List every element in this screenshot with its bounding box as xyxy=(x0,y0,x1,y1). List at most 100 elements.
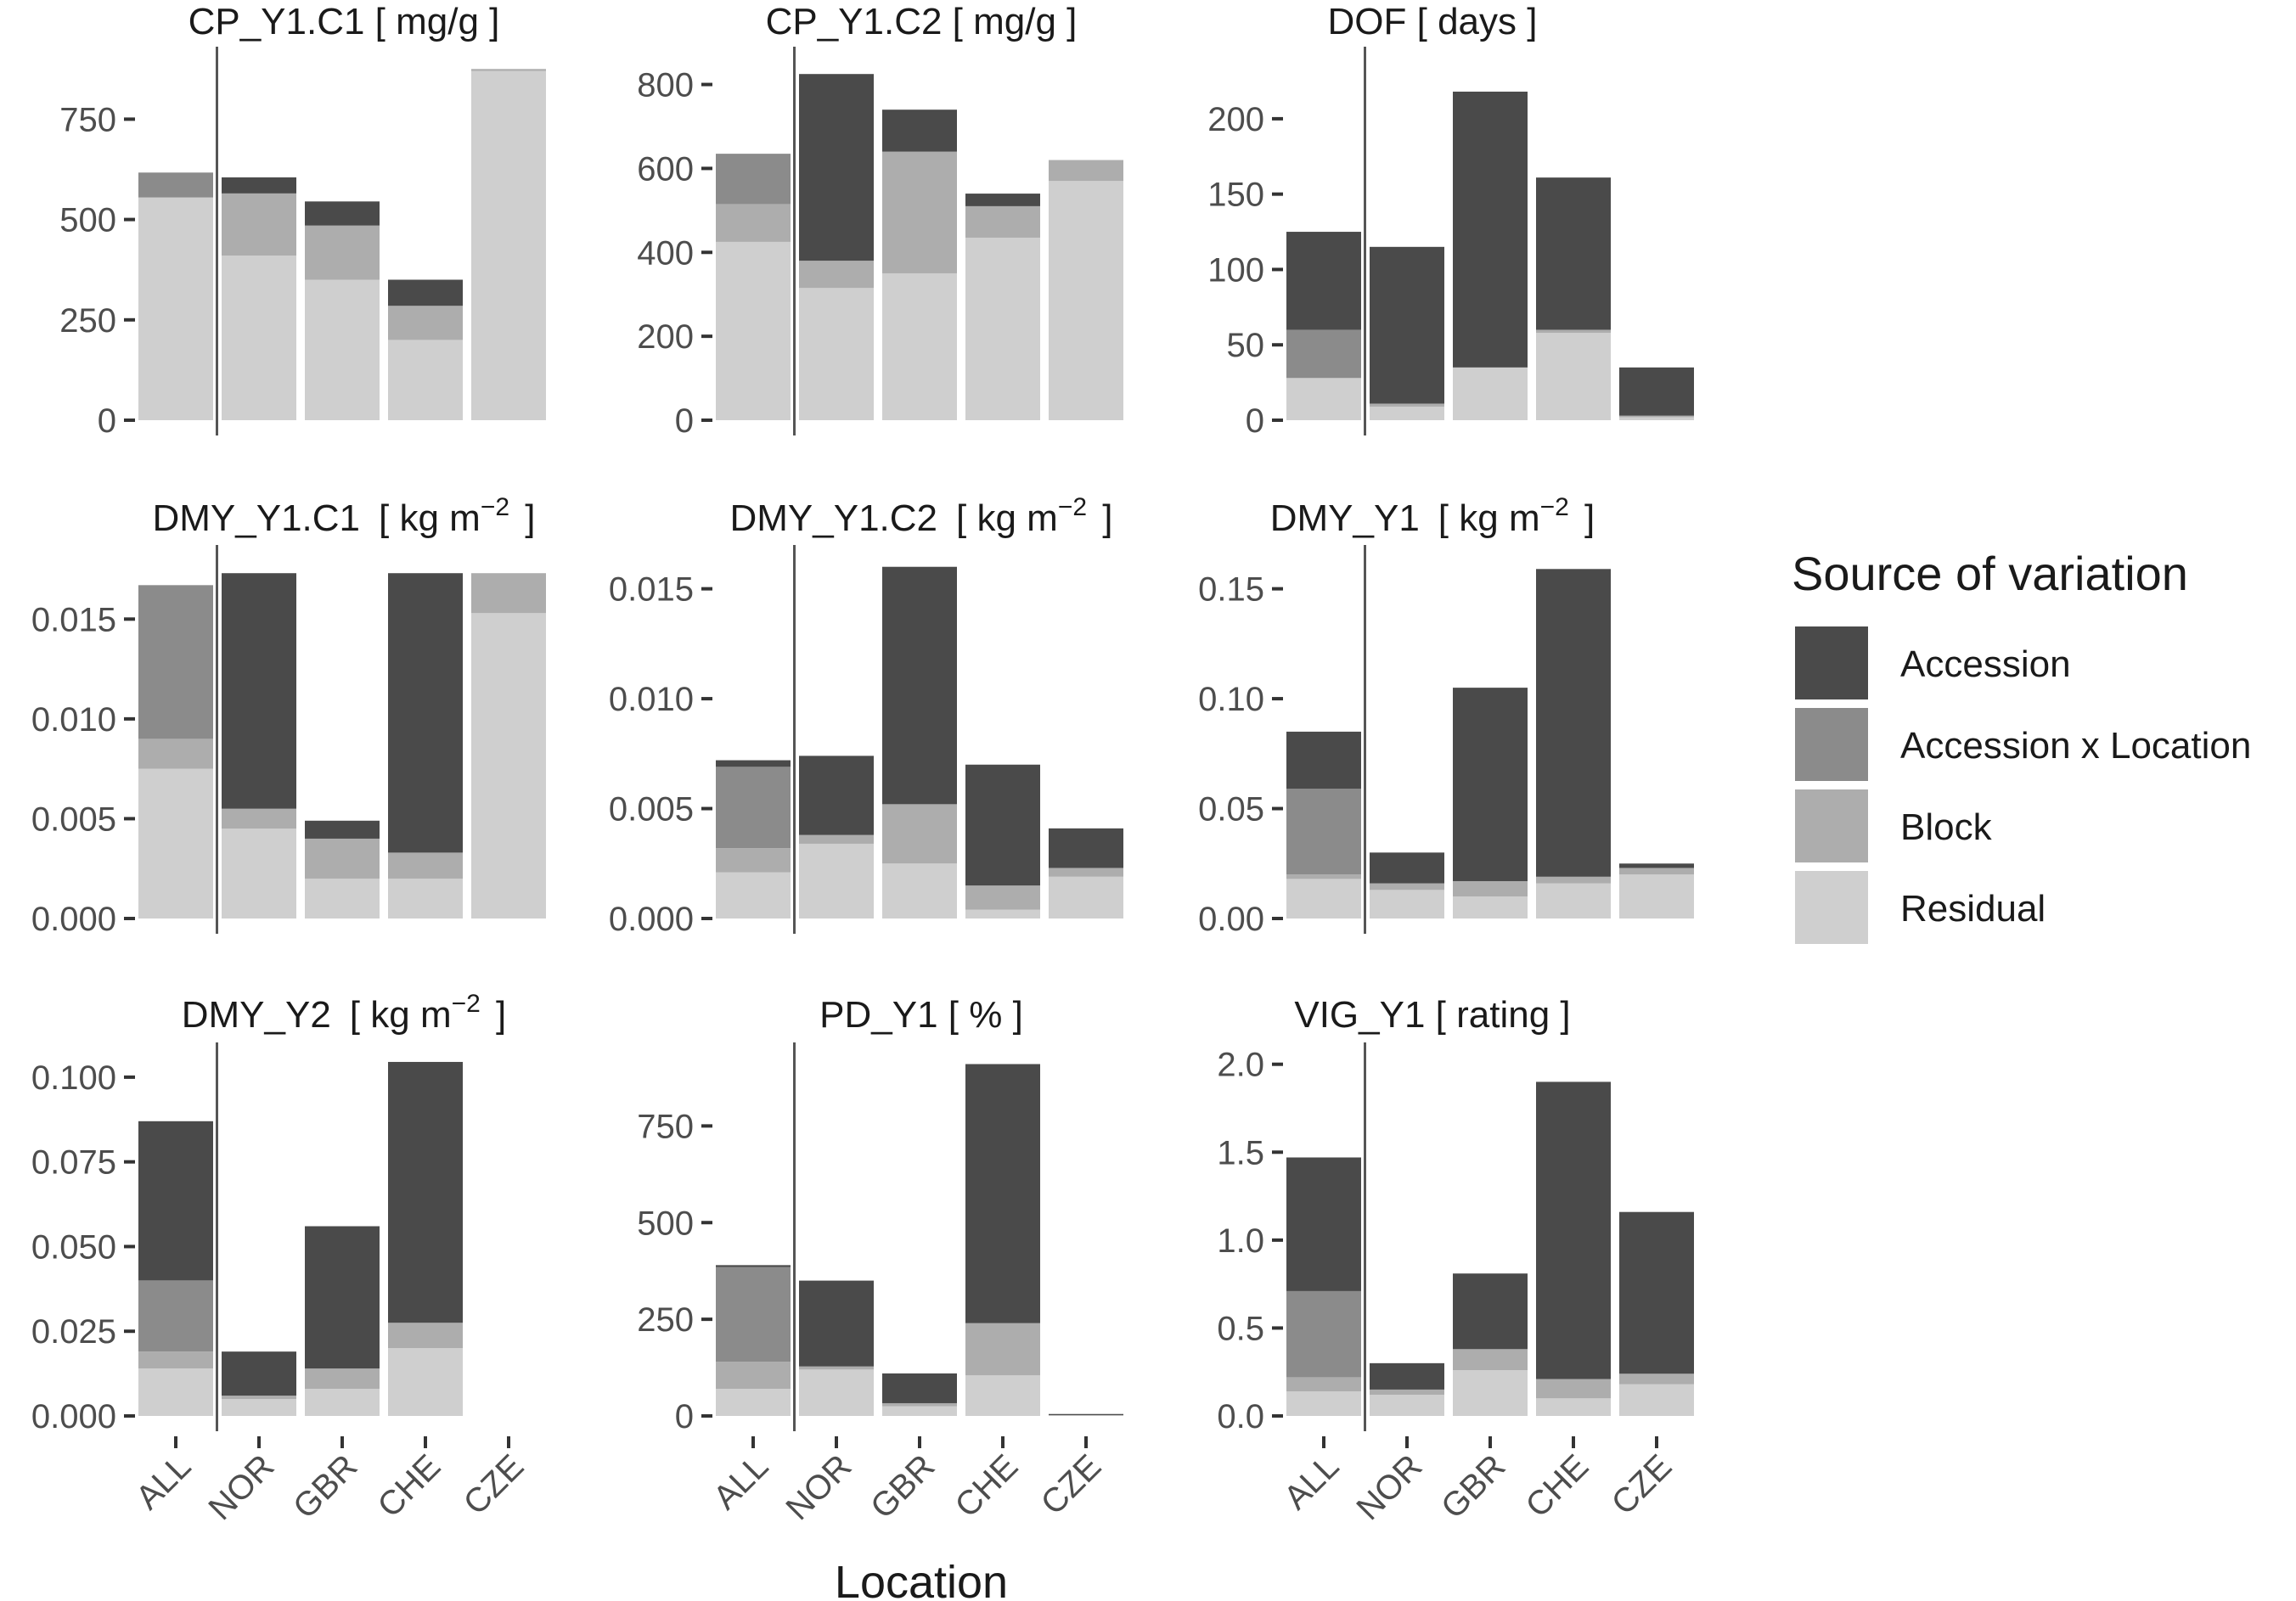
bar-che-block xyxy=(1536,1379,1611,1399)
bar-nor-residual xyxy=(799,843,874,918)
bar-che-block xyxy=(388,1323,463,1349)
panel-title-text: VIG_Y1 [ rating ] xyxy=(1294,994,1570,1036)
panel-title-unit: [ kg m xyxy=(350,994,452,1036)
y-tick-label: 200 xyxy=(1207,101,1264,138)
bar-che-residual xyxy=(1536,1398,1611,1416)
bar-che-accession xyxy=(965,194,1040,206)
bar-nor-block xyxy=(799,261,874,289)
bar-all-residual xyxy=(138,768,213,918)
panel-title-unit: [ kg m xyxy=(379,497,481,539)
bar-all-block xyxy=(1286,874,1361,879)
bar-che-residual xyxy=(388,1348,463,1416)
y-tick-label: 0.010 xyxy=(31,701,116,739)
bar-che-accession xyxy=(965,764,1040,886)
bar-all-block xyxy=(1286,1377,1361,1391)
bar-gbr-block xyxy=(882,151,957,273)
bar-nor-residual xyxy=(799,1369,874,1416)
bar-gbr-residual xyxy=(882,1406,957,1416)
legend-key-residual xyxy=(1793,869,1870,946)
panel-title-text: CP_Y1.C1 [ mg/g ] xyxy=(189,1,500,42)
bar-all-accession-x-location xyxy=(1286,329,1361,379)
y-tick-label: 150 xyxy=(1207,177,1264,214)
x-tick-label: GBR xyxy=(286,1447,364,1525)
bar-cze-residual xyxy=(471,613,546,918)
bar-cze-residual xyxy=(471,70,546,421)
bar-all-residual xyxy=(716,1389,791,1416)
bar-gbr-accession xyxy=(1453,1273,1528,1350)
panel-title: DMY_Y1 [ kg m−2 ] xyxy=(1270,493,1595,539)
bar-gbr-accession xyxy=(882,566,957,805)
bar-che-block xyxy=(965,885,1040,910)
panel-title: DMY_Y1.C1 [ kg m−2 ] xyxy=(152,493,535,539)
bar-gbr-residual xyxy=(1453,367,1528,420)
bar-che-residual xyxy=(388,878,463,918)
bar-nor-accession xyxy=(799,756,874,835)
bar-che-block xyxy=(1536,329,1611,334)
x-tick-label: NOR xyxy=(1349,1447,1429,1527)
x-tick-label: CZE xyxy=(457,1447,532,1522)
bar-cze-accession xyxy=(1619,1211,1694,1374)
legend-key-block xyxy=(1793,788,1870,864)
bar-cze-accession xyxy=(1619,863,1694,868)
bar-cze-residual xyxy=(1049,1415,1123,1416)
y-tick-label: 0.000 xyxy=(609,901,694,938)
bar-all-residual xyxy=(716,872,791,918)
panel-title: CP_Y1.C2 [ mg/g ] xyxy=(766,1,1078,42)
y-tick-label: 2.0 xyxy=(1217,1047,1264,1084)
bar-gbr-accession xyxy=(882,1373,957,1403)
y-tick-label: 0.025 xyxy=(31,1313,116,1351)
panel-title-unit-exp: −2 xyxy=(481,493,509,521)
legend-label: Accession xyxy=(1900,643,2071,685)
bar-nor-residual xyxy=(1370,1395,1444,1416)
y-tick-label: 0 xyxy=(675,402,694,440)
bar-all-accession-x-location xyxy=(1286,1290,1361,1378)
bar-nor-block xyxy=(222,808,296,829)
bar-all-accession xyxy=(1286,232,1361,330)
bar-gbr-block xyxy=(882,804,957,864)
bar-nor-accession xyxy=(799,1280,874,1367)
panel-title-unit-exp: −2 xyxy=(1058,493,1087,521)
y-tick-label: 500 xyxy=(59,202,116,239)
x-tick-label: GBR xyxy=(864,1447,942,1525)
bar-nor-block xyxy=(222,1396,296,1400)
y-tick-label: 0.075 xyxy=(31,1144,116,1182)
legend-label: Residual xyxy=(1900,888,2046,930)
y-tick-label: 0.100 xyxy=(31,1059,116,1097)
bar-gbr-block xyxy=(305,838,380,879)
panel-5: DMY_Y1.C2 [ kg m−2 ] 0.000 0.005 0.010 0.015 xyxy=(609,493,1123,938)
legend-title: Source of variation xyxy=(1792,547,2188,600)
x-tick-label: CZE xyxy=(1034,1447,1109,1522)
panel-title-unit-close: ] xyxy=(486,994,506,1036)
bar-che-residual xyxy=(388,340,463,420)
y-tick-label: 250 xyxy=(59,302,116,340)
bar-gbr-accession xyxy=(305,820,380,839)
panel-title-unit: [ kg m xyxy=(956,497,1058,539)
bar-all-residual xyxy=(1286,879,1361,918)
bar-che-accession xyxy=(388,1061,463,1323)
y-tick-label: 200 xyxy=(637,318,694,356)
bar-all-residual xyxy=(1286,378,1361,420)
bar-all-residual xyxy=(138,1368,213,1416)
y-tick-label: 0.5 xyxy=(1217,1310,1264,1347)
panel-title: PD_Y1 [ % ] xyxy=(819,994,1023,1036)
bar-all-block xyxy=(138,1351,213,1369)
bar-all-block xyxy=(716,1362,791,1390)
bar-nor-residual xyxy=(1370,890,1444,918)
bar-cze-residual xyxy=(1619,1384,1694,1416)
bar-gbr-residual xyxy=(305,1389,380,1416)
bar-gbr-residual xyxy=(1453,896,1528,918)
bar-cze-residual xyxy=(1619,874,1694,918)
bar-all-accession-x-location xyxy=(138,172,213,198)
bar-cze-residual xyxy=(1049,876,1123,918)
legend: Source of variation Accession Accession x… xyxy=(1792,547,2251,946)
y-tick-label: 0 xyxy=(98,402,116,440)
panel-8: PD_Y1 [ % ] 0 250 500 750 ALL NOR GBR CHE CZE xyxy=(637,994,1123,1527)
bar-cze-residual xyxy=(1049,181,1123,420)
bar-gbr-residual xyxy=(882,272,957,420)
panel-title-text: DMY_Y1.C2 xyxy=(729,497,937,539)
bar-nor-accession xyxy=(1370,246,1444,404)
bar-nor-block xyxy=(1370,403,1444,407)
y-tick-label: 1.5 xyxy=(1217,1134,1264,1171)
